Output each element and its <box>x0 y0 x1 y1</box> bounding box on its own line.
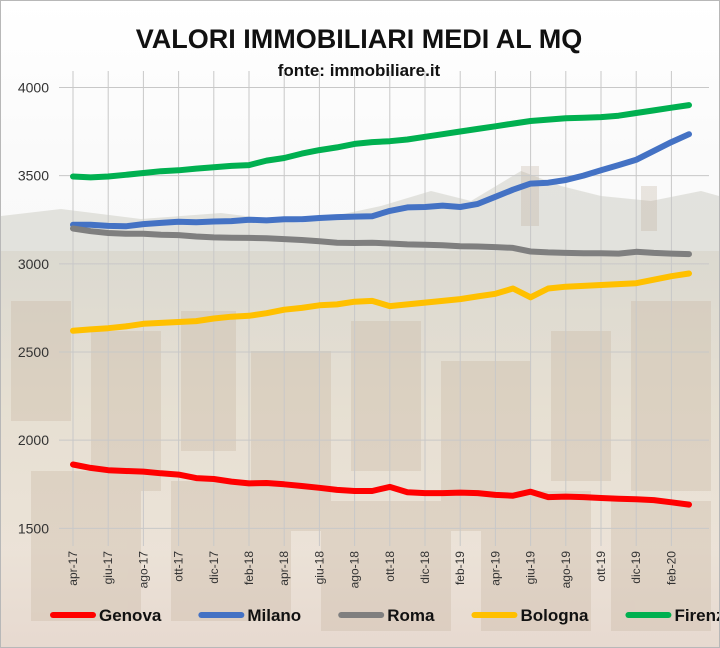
y-tick-label: 2000 <box>18 432 49 448</box>
chart-subtitle: fonte: immobiliare.it <box>278 61 441 80</box>
x-tick-label: dic-18 <box>418 551 432 584</box>
x-tick-label: ott-17 <box>172 551 186 582</box>
chart-title: VALORI IMMOBILIARI MEDI AL MQ <box>136 24 582 54</box>
x-tick-label: dic-17 <box>207 551 221 584</box>
x-tick-label: giu-17 <box>101 551 115 585</box>
series-line-milano <box>70 131 692 230</box>
legend: Genova Milano Roma Bologna Firenze <box>50 606 719 625</box>
y-tick-label: 4000 <box>18 79 49 95</box>
x-tick-label: apr-19 <box>488 551 502 586</box>
legend-label: Firenze <box>674 606 719 625</box>
x-tick-label: dic-19 <box>629 551 643 584</box>
x-tick-label: apr-17 <box>66 551 80 586</box>
x-tick-label: feb-20 <box>664 551 678 585</box>
series-lines <box>70 102 692 508</box>
series-line-genova <box>70 461 692 508</box>
legend-item-firenze: Firenze <box>625 606 719 625</box>
x-tick-label: feb-18 <box>242 551 256 585</box>
x-tick-label: giu-18 <box>312 551 326 585</box>
y-tick-label: 2500 <box>18 344 49 360</box>
gridlines <box>59 71 709 546</box>
series-line-roma <box>70 225 692 258</box>
x-tick-label: ago-18 <box>348 551 362 589</box>
y-tick-label: 3000 <box>18 256 49 272</box>
legend-item-roma: Roma <box>338 606 435 625</box>
legend-label: Roma <box>387 606 435 625</box>
x-tick-label: ott-18 <box>383 551 397 582</box>
legend-label: Genova <box>99 606 162 625</box>
series-line-bologna <box>70 270 692 334</box>
x-axis-ticks: apr-17 giu-17 ago-17 ott-17 dic-17 feb-18 apr-… <box>66 551 678 589</box>
x-tick-label: apr-18 <box>277 551 291 586</box>
legend-label: Bologna <box>520 606 589 625</box>
x-tick-label: feb-19 <box>453 551 467 585</box>
x-tick-label: ago-17 <box>136 551 150 589</box>
y-tick-label: 3500 <box>18 168 49 184</box>
y-tick-label: 1500 <box>18 520 49 536</box>
legend-item-genova: Genova <box>50 606 162 625</box>
x-tick-label: ott-19 <box>594 551 608 582</box>
series-line-firenze <box>70 102 692 181</box>
legend-item-milano: Milano <box>198 606 301 625</box>
x-tick-label: giu-19 <box>524 551 538 585</box>
x-tick-label: ago-19 <box>559 551 573 589</box>
y-axis-ticks: 1500 2000 2500 3000 3500 4000 <box>18 79 49 536</box>
legend-item-bologna: Bologna <box>471 606 589 625</box>
legend-label: Milano <box>247 606 301 625</box>
